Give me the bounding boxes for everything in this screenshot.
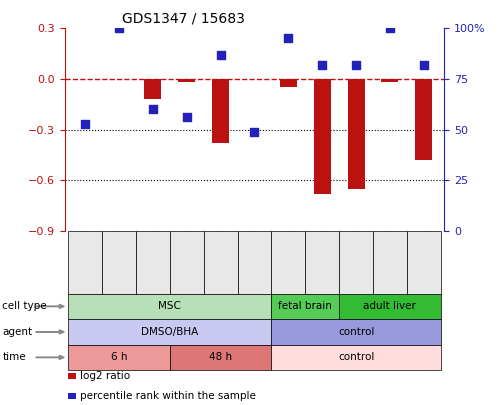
Text: control: control xyxy=(338,352,374,362)
Bar xyxy=(314,79,331,194)
Point xyxy=(81,120,89,127)
Point xyxy=(149,106,157,113)
Text: 6 h: 6 h xyxy=(111,352,127,362)
Text: percentile rank within the sample: percentile rank within the sample xyxy=(80,391,255,401)
Text: DMSO/BHA: DMSO/BHA xyxy=(141,327,199,337)
Bar xyxy=(144,79,161,99)
Point xyxy=(284,35,292,42)
Bar xyxy=(212,79,229,143)
Bar xyxy=(415,79,432,160)
Text: agent: agent xyxy=(2,327,32,337)
Text: MSC: MSC xyxy=(158,301,181,311)
Text: adult liver: adult liver xyxy=(363,301,416,311)
Point xyxy=(217,51,225,58)
Bar xyxy=(178,79,195,82)
Point xyxy=(420,62,428,68)
Text: control: control xyxy=(338,327,374,337)
Text: time: time xyxy=(2,352,26,362)
Text: fetal brain: fetal brain xyxy=(278,301,332,311)
Bar xyxy=(348,79,365,189)
Point xyxy=(250,128,258,135)
Bar xyxy=(280,79,297,87)
Bar xyxy=(381,79,398,82)
Point xyxy=(318,62,326,68)
Point xyxy=(386,25,394,32)
Text: GDS1347 / 15683: GDS1347 / 15683 xyxy=(122,12,245,26)
Text: 48 h: 48 h xyxy=(209,352,232,362)
Point xyxy=(352,62,360,68)
Point xyxy=(115,25,123,32)
Point xyxy=(183,114,191,121)
Text: log2 ratio: log2 ratio xyxy=(80,371,130,381)
Text: cell type: cell type xyxy=(2,301,47,311)
